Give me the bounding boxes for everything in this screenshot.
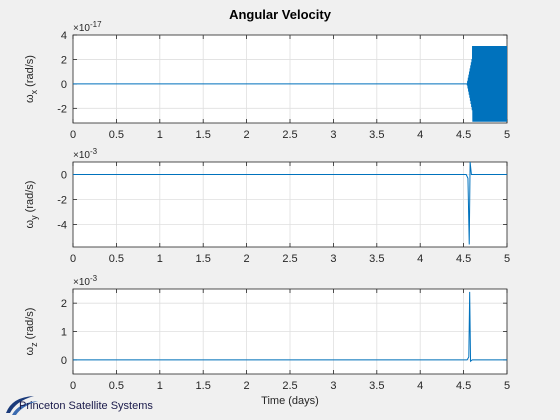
y-exponent-power: -3 [90,274,98,283]
series-line [73,291,507,363]
x-tick-label: 5 [504,380,510,392]
x-tick-label: 4 [417,129,423,141]
x-tick-label: 1.5 [196,253,211,265]
x-tick-label: 2 [244,129,250,141]
y-label-subscript: z [29,342,39,347]
axes-box [72,161,508,248]
y-label-subscript: y [29,215,39,220]
y-tick-label: 2 [61,298,67,310]
y-tick-label: 2 [61,54,67,66]
y-axis-label: ωz (rad/s) [24,308,39,356]
x-tick-label: 3 [330,380,336,392]
y-label-unit: (rad/s) [24,181,36,216]
y-exponent-power: -17 [90,20,102,29]
y-label-unit: (rad/s) [24,55,36,90]
x-tick-label: 5 [504,129,510,141]
x-tick-label: 2 [244,380,250,392]
x-tick-label: 4 [417,253,423,265]
y-tick-label: -2 [57,195,67,207]
y-exponent-label: ×10-3 [73,274,98,288]
x-tick-label: 2 [244,253,250,265]
y-exponent-power: -3 [90,147,98,156]
x-tick-label: 1 [157,129,163,141]
y-tick-label: -4 [57,220,67,232]
x-tick-label: 3.5 [369,129,384,141]
y-axis-label: ωx (rad/s) [24,55,39,103]
chart-title: Angular Velocity [229,7,332,22]
axes-box [72,288,508,375]
x-tick-label: 3.5 [369,380,384,392]
y-tick-label: -2 [57,103,67,115]
y-tick-label: 1 [61,327,67,339]
x-tick-label: 4 [417,380,423,392]
axes-panel-2: 0 0.5 1 1.5 2 2.5 3 3.5 4 4.5 5 -4 -2 0 ×10-3 ωy (rad/s… [24,147,510,265]
x-tick-label: 0 [70,129,76,141]
x-tick-label: 4.5 [456,253,471,265]
y-tick-label: 0 [61,79,67,91]
y-exponent-label: ×10-17 [73,20,102,34]
x-tick-label: 3 [330,129,336,141]
x-tick-label: 5 [504,253,510,265]
x-tick-label: 1 [157,253,163,265]
x-tick-label: 0.5 [109,253,124,265]
y-label-symbol: ω [24,219,36,228]
x-tick-label: 0 [70,380,76,392]
y-label-subscript: x [29,89,39,94]
x-tick-label: 4.5 [456,129,471,141]
series-line [73,45,507,122]
x-tick-label: 0.5 [109,380,124,392]
x-tick-label: 2.5 [282,129,297,141]
x-tick-label: 3.5 [369,253,384,265]
axes-panel-3: 0 0.5 1 1.5 2 2.5 3 3.5 4 4.5 5 0 1 2 ×10-3 ωz (rad/s) T… [24,274,510,407]
x-tick-label: 1.5 [196,129,211,141]
x-tick-label: 3 [330,253,336,265]
y-tick-label: 4 [61,30,67,42]
x-tick-label: 4.5 [456,380,471,392]
y-label-symbol: ω [24,94,36,103]
x-tick-label: 2.5 [282,253,297,265]
x-axis-label: Time (days) [261,395,319,407]
y-axis-label: ωy (rad/s) [24,181,39,229]
x-tick-label: 1.5 [196,380,211,392]
y-tick-label: 0 [61,355,67,367]
x-tick-label: 0.5 [109,129,124,141]
y-tick-label: 0 [61,170,67,182]
psslogo-icon [6,396,38,415]
footer-logo-text: Princeton Satellite Systems [19,400,153,412]
series-line [73,162,507,245]
x-tick-label: 0 [70,253,76,265]
x-tick-label: 1 [157,380,163,392]
y-label-unit: (rad/s) [24,308,36,343]
x-tick-label: 2.5 [282,380,297,392]
y-exponent-label: ×10-3 [73,147,98,161]
axes-panel-1: 0 0.5 1 1.5 2 2.5 3 3.5 4 4.5 5 -2 0 2 4 ×10-17 ωx (rad/… [24,20,510,141]
y-label-symbol: ω [24,346,36,355]
